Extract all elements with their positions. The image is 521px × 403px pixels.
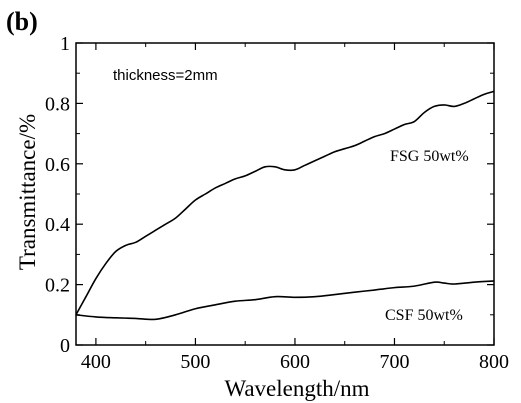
series-line-1 [75, 280, 495, 321]
x-tick-label: 700 [379, 351, 409, 373]
y-tick-label: 0.8 [45, 93, 70, 115]
text-layer: (b) thickness=2mm Wavelength/nm Transmit… [6, 7, 469, 401]
series-layer [75, 90, 495, 321]
plot-frame [75, 42, 495, 346]
x-tick-label: 800 [479, 351, 509, 373]
y-tick-label: 0.4 [45, 214, 70, 236]
x-tick-label: 500 [180, 351, 210, 373]
series-label-fsg: FSG 50wt% [390, 148, 469, 165]
x-tick-label: 400 [81, 351, 111, 373]
panel-label: (b) [6, 7, 38, 36]
x-axis-label: Wavelength/nm [224, 376, 369, 401]
series-label-csf: CSF 50wt% [385, 307, 463, 324]
y-tick-label: 1 [60, 33, 70, 55]
axes: 0 0.2 0.4 0.6 0.8 1 400 500 600 700 800 [45, 33, 509, 373]
y-tick-label: 0 [60, 335, 70, 357]
y-axis-label: Transmittance/% [15, 114, 40, 270]
series-line-0 [75, 90, 495, 316]
x-tick-label: 600 [280, 351, 310, 373]
thickness-annotation: thickness=2mm [113, 67, 218, 84]
y-tick-label: 0.6 [45, 154, 70, 176]
y-tick-label: 0.2 [45, 275, 70, 297]
